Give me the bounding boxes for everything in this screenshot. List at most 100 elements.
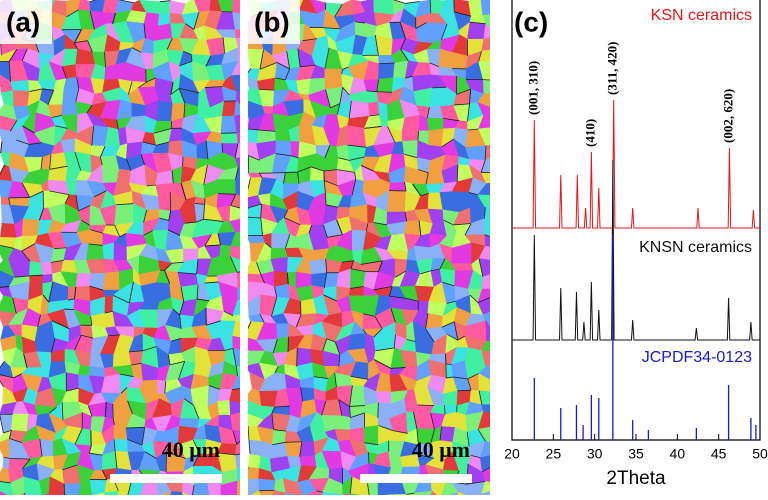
grain-boundary — [493, 289, 498, 296]
grain — [491, 465, 509, 485]
grain — [498, 272, 510, 289]
grain — [157, 100, 173, 121]
grain — [493, 336, 507, 355]
x-axis-label: 2Theta — [606, 468, 666, 489]
grain-boundary — [244, 467, 248, 480]
grain — [64, 484, 81, 495]
grain — [132, 103, 146, 117]
grain — [491, 483, 509, 492]
grain — [452, 263, 474, 270]
grain — [493, 232, 511, 250]
grain — [368, 102, 379, 116]
grain — [237, 288, 248, 301]
grain-boundary — [496, 425, 503, 426]
grain-boundary — [243, 338, 244, 350]
x-tick-label: 45 — [711, 446, 727, 462]
grain — [22, 219, 39, 236]
grain — [350, 269, 365, 289]
x-tick-label: 25 — [546, 446, 562, 462]
grain — [221, 133, 238, 144]
grain — [233, 321, 247, 338]
grain — [62, 49, 77, 67]
grain — [493, 222, 511, 238]
grain — [494, 50, 511, 66]
grain — [364, 426, 378, 445]
grain — [349, 101, 369, 119]
grain-boundary — [491, 405, 497, 416]
x-tick-label: 50 — [752, 446, 768, 462]
grain — [231, 412, 249, 431]
grain — [492, 0, 511, 15]
grain — [493, 287, 508, 302]
grain-boundary — [491, 15, 492, 31]
grain — [232, 12, 249, 30]
grain — [259, 490, 274, 495]
grain-boundary — [491, 205, 499, 222]
grain-boundary — [494, 50, 497, 61]
grain — [348, 126, 367, 148]
series-label: KSN ceramics — [651, 7, 752, 24]
grain-boundary — [491, 153, 498, 172]
grain-boundary — [496, 80, 499, 92]
x-tick-label: 20 — [504, 446, 520, 462]
grain-boundary — [491, 392, 496, 404]
grain — [469, 0, 483, 16]
panel-label: (a) — [6, 6, 40, 37]
grain — [485, 145, 499, 161]
scale-bar — [360, 474, 472, 483]
grain — [181, 285, 198, 302]
grain-boundary — [494, 37, 495, 50]
grain — [493, 352, 510, 361]
grain — [491, 311, 509, 328]
grain — [87, 244, 104, 260]
grain-boundary — [244, 28, 245, 38]
grain — [284, 172, 299, 184]
x-tick-label: 30 — [587, 446, 603, 462]
grain — [491, 327, 508, 341]
grain — [485, 219, 499, 238]
grain — [493, 296, 509, 313]
grain-boundary — [492, 92, 499, 108]
peak-annotation: (410) — [582, 119, 597, 147]
panel-a: (a)40 μm — [0, 0, 264, 495]
grain — [496, 139, 511, 153]
grain — [220, 245, 231, 256]
grain — [481, 0, 497, 15]
panel-b: (b)40 μm — [244, 0, 512, 495]
grain — [492, 104, 512, 119]
grain — [324, 158, 339, 171]
grain-boundary — [498, 443, 499, 454]
grain — [348, 334, 366, 351]
grain — [248, 454, 260, 468]
grain — [246, 129, 259, 144]
grain — [389, 182, 406, 191]
grain — [491, 165, 509, 183]
grain — [492, 87, 512, 108]
grain — [285, 442, 302, 457]
grain — [374, 0, 395, 15]
grain — [259, 479, 276, 491]
grain-boundary — [285, 172, 297, 173]
grain-boundary — [368, 452, 369, 463]
grain-boundary — [494, 37, 495, 50]
grain — [491, 378, 509, 395]
grain — [13, 90, 29, 106]
grain — [491, 195, 505, 210]
series-label: JCPDF34-0123 — [642, 349, 752, 366]
peak-annotation: (001, 310) — [525, 61, 540, 115]
grain — [291, 141, 299, 158]
grain-boundary — [491, 328, 497, 341]
grain-map — [0, 0, 264, 495]
grain — [191, 386, 209, 407]
grain-boundary — [491, 360, 499, 380]
grain — [275, 130, 291, 142]
panel-label: (c) — [514, 6, 548, 37]
grain — [491, 392, 506, 404]
grain — [491, 490, 510, 495]
grain — [234, 101, 247, 116]
grain — [439, 49, 452, 68]
grain — [115, 204, 134, 225]
grain — [235, 30, 244, 39]
panel-label: (b) — [254, 6, 290, 37]
